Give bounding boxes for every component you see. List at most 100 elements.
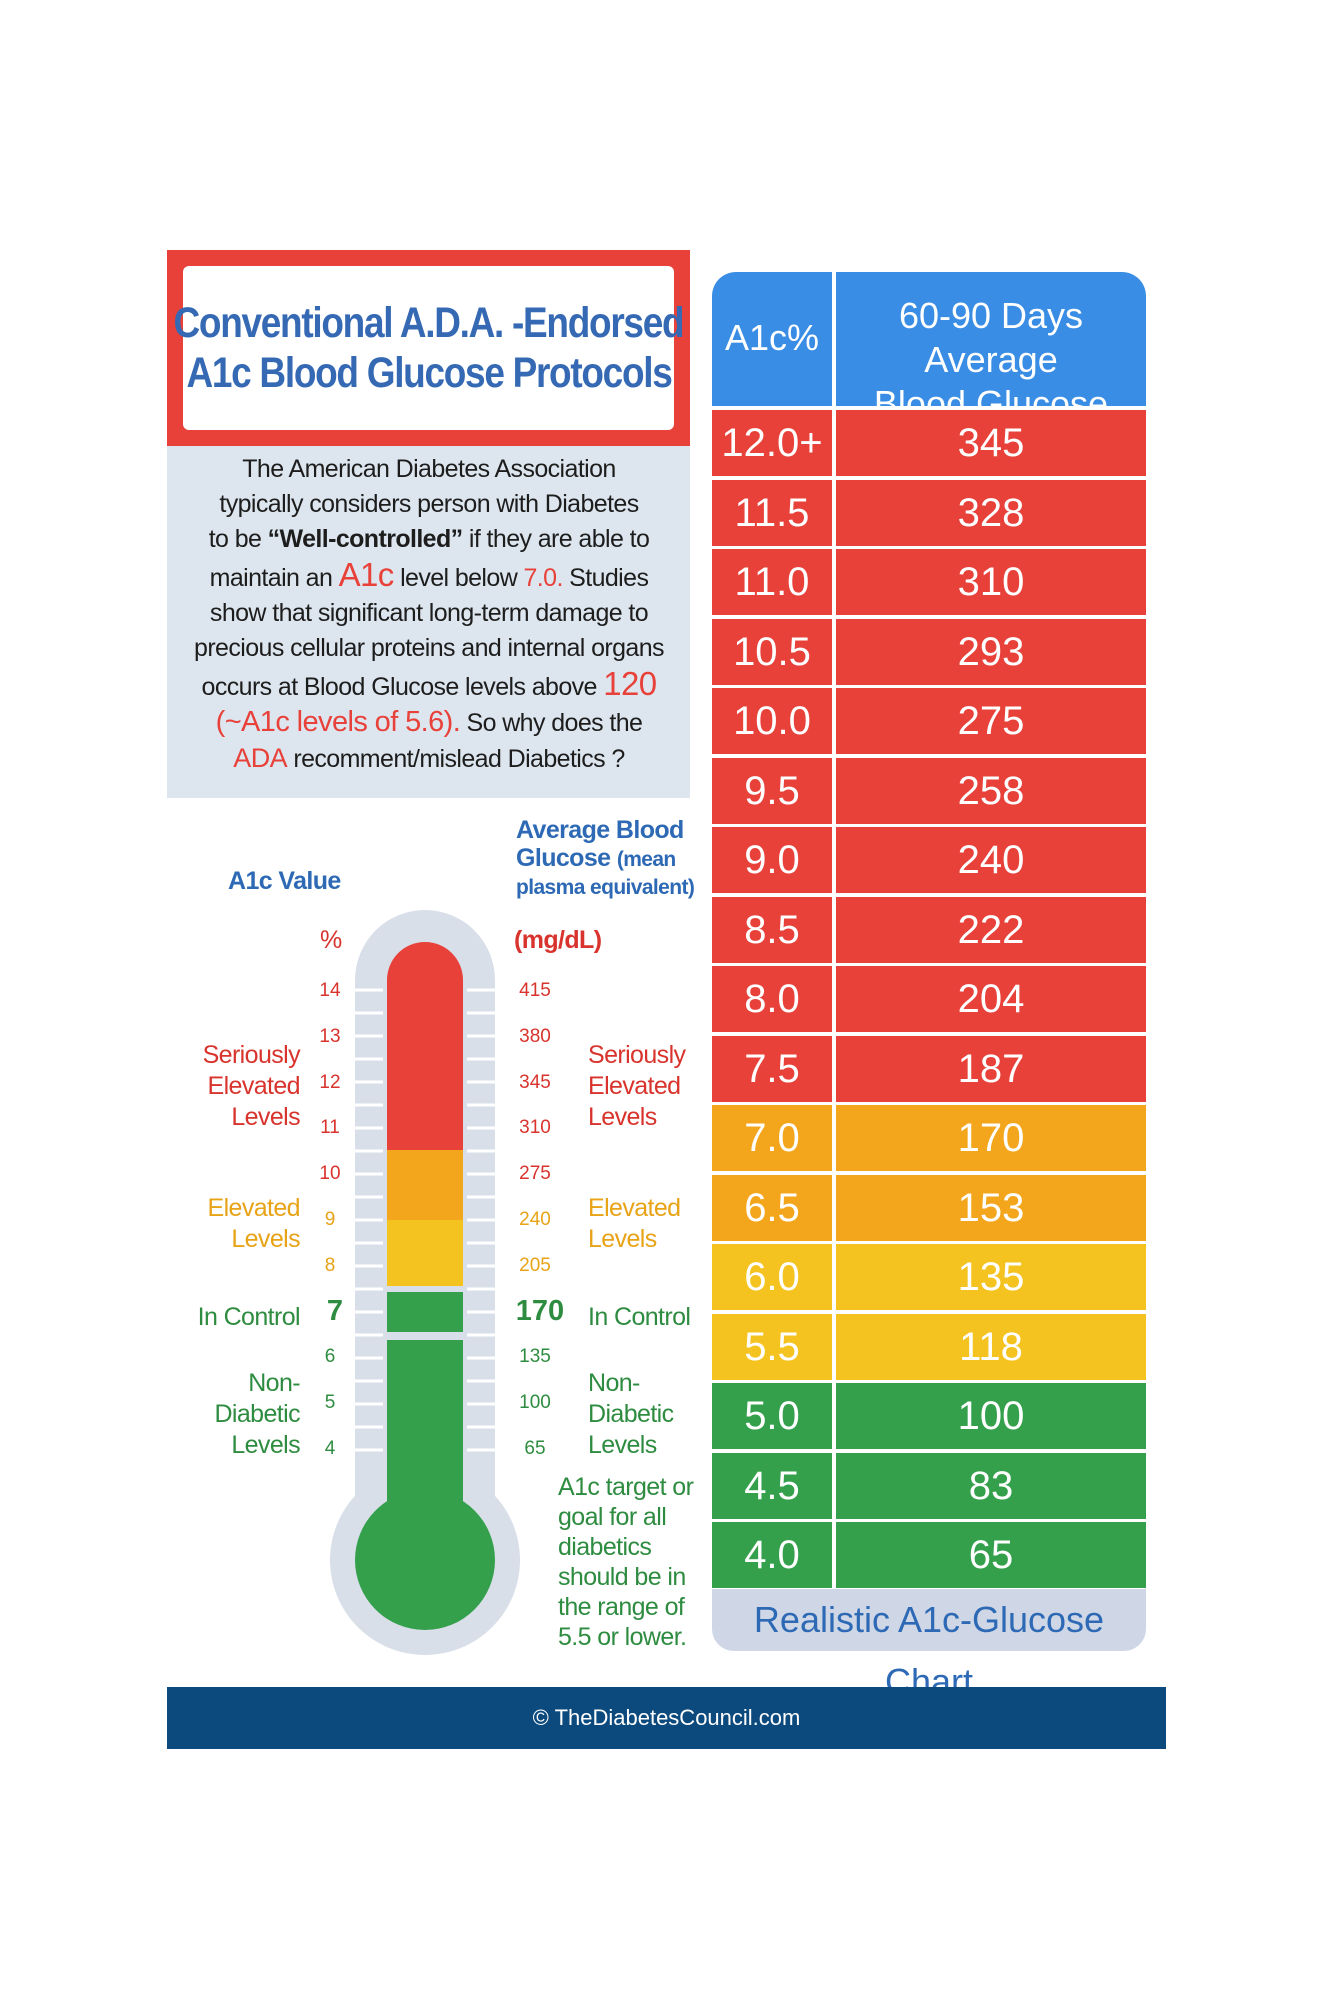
intro-text: level below (393, 564, 524, 592)
label-line: Seriously (202, 1041, 301, 1069)
a1c-cell: 7.5 (744, 1046, 800, 1091)
table-row: 10.5 293 (712, 618, 1146, 685)
label-line: Levels (231, 1431, 300, 1459)
glucose-cell: 135 (957, 1255, 1025, 1299)
a1c-cell: 8.5 (744, 907, 800, 952)
intro-line-7: occurs at Blood Glucose levels above 120 (185, 666, 673, 705)
glucose-scale-tick: 135 (519, 1346, 551, 1368)
thermometer-ticks (355, 988, 495, 1452)
right-seriously-elevated-label: Seriously Elevated Levels (588, 1040, 686, 1133)
glucose-cell: 170 (957, 1116, 1025, 1160)
label-line: Non- (248, 1369, 300, 1397)
a1c-scale-tick: 9 (324, 1209, 336, 1230)
glucose-cell: 65 (968, 1533, 1014, 1577)
a1c-cell: 4.5 (744, 1463, 800, 1508)
intro-line-1: The American Diabetes Association (242, 455, 616, 483)
avg-glucose-header-mean: (mean (616, 848, 676, 871)
avg-glucose-header-line-1: Average Blood (516, 816, 684, 844)
a1c-scale-tick: 11 (320, 1117, 340, 1139)
title-panel: Conventional A.D.A. -Endorsed A1c Blood … (174, 266, 685, 430)
label-line: Seriously (588, 1041, 686, 1069)
intro-text: if they are able to (462, 525, 650, 553)
ada-highlight: ADA (233, 743, 287, 773)
a1c-cell: 9.5 (744, 768, 800, 813)
glucose-120-highlight: 120 (603, 665, 657, 702)
a1c-cell: 10.5 (733, 629, 811, 674)
table-row: 4.0 65 (712, 1522, 1146, 1588)
glucose-scale-tick: 380 (519, 1025, 551, 1047)
glucose-scale-tick: 345 (519, 1071, 551, 1093)
avg-glucose-header-line-3: plasma equivalent) (516, 876, 695, 899)
label-line: Elevated (207, 1194, 301, 1222)
a1c-highlight: A1c (338, 556, 395, 593)
intro-line-6: precious cellular proteins and internal … (194, 634, 665, 662)
col-header-glucose: 60-90 Days Average Blood Glucose (836, 294, 1146, 426)
left-elevated-label: Elevated Levels (175, 1193, 301, 1255)
intro-text: occurs at Blood Glucose levels above (201, 673, 604, 701)
a1c-scale-tick: 10 (319, 1163, 341, 1185)
label-line: Elevated (207, 1072, 301, 1100)
glucose-cell: 345 (957, 421, 1025, 465)
note-line: diabetics (558, 1533, 652, 1561)
intro-text: So why does the (460, 709, 643, 737)
note-line: 5.5 or lower. (558, 1623, 687, 1651)
table-row: 9.5 258 (712, 757, 1146, 824)
right-elevated-label: Elevated Levels (588, 1193, 681, 1255)
a1c-cell: 7.0 (744, 1116, 800, 1160)
glucose-scale-tick: 205 (519, 1254, 551, 1276)
a1c-scale-tick: 14 (319, 980, 341, 1001)
intro-text: to be (208, 525, 268, 553)
glucose-cell: 83 (968, 1463, 1014, 1508)
table-row: 7.5 187 (712, 1035, 1146, 1102)
column-divider (832, 272, 836, 1822)
glucose-cell: 118 (959, 1324, 1023, 1369)
a1c-cell: 5.5 (744, 1324, 800, 1369)
thermometer-graphic (330, 910, 520, 1655)
glucose-cell: 153 (957, 1185, 1025, 1230)
right-in-control-label: In Control (588, 1303, 691, 1331)
table-row: 6.5 153 (712, 1174, 1146, 1241)
glucose-scale-tick: 240 (519, 1209, 551, 1230)
left-non-diabetic-label: Non- Diabetic Levels (175, 1368, 300, 1461)
right-non-diabetic-label: Non- Diabetic Levels (588, 1368, 674, 1461)
note-line: goal for all (558, 1503, 667, 1531)
intro-line-8: (~A1c levels of 5.6). So why does the (185, 705, 673, 741)
a1c-target-note: A1c target or goal for all diabetics sho… (558, 1472, 694, 1652)
a1c-cell: 8.0 (744, 977, 800, 1021)
left-seriously-elevated-label: Seriously Elevated Levels (175, 1040, 301, 1133)
label-line: Elevated (588, 1072, 681, 1100)
glucose-scale-tick: 65 (524, 1438, 546, 1459)
glucose-scale-tick: 170 (515, 1294, 565, 1327)
thermometer-bulb (355, 1490, 495, 1630)
intro-panel (167, 446, 690, 798)
table-row: 8.0 204 (712, 966, 1146, 1032)
well-controlled-text: “Well-controlled” (267, 525, 464, 553)
avg-glucose-header: Average Blood Glucose (mean plasma equiv… (516, 816, 695, 902)
glucose-unit: (mg/dL) (514, 926, 602, 954)
a1c-scale-tick: 12 (319, 1071, 341, 1093)
intro-line-9: ADA recomment/mislead Diabetics ? (185, 741, 673, 777)
intro-line-4: maintain an A1c level below 7.0. Studies (185, 557, 673, 596)
table-row: 11.0 310 (712, 549, 1146, 615)
label-line: Diabetic (214, 1400, 300, 1428)
thermometer-orange-segment (387, 1150, 463, 1220)
a1c-scale-tick: 4 (324, 1438, 336, 1459)
left-in-control-label: In Control (197, 1303, 301, 1331)
a1c-scale-tick: 5 (324, 1392, 336, 1414)
a1c-cell: 9.0 (744, 838, 800, 882)
a1c-cell: 6.0 (744, 1255, 800, 1299)
intro-line-3: to be “Well-controlled” if they are able… (185, 522, 673, 557)
a1c-cell: 5.0 (744, 1394, 800, 1438)
label-line: Levels (588, 1225, 657, 1253)
intro-text: recomment/mislead Diabetics ? (287, 745, 625, 773)
table-row: 9.0 240 (712, 827, 1146, 893)
table-header: A1c% 60-90 Days Average Blood Glucose (712, 272, 1146, 424)
glucose-scale-tick: 275 (519, 1163, 551, 1185)
note-line: A1c target or (558, 1473, 694, 1501)
glucose-cell: 187 (957, 1046, 1025, 1091)
a1c-cell: 4.0 (744, 1533, 800, 1577)
a1c-scale-tick: 7 (326, 1294, 344, 1327)
glucose-cell: 240 (957, 838, 1025, 882)
title-line-2: A1c Blood Glucose Protocols (185, 349, 672, 397)
a1c-cell: 6.5 (744, 1185, 800, 1230)
